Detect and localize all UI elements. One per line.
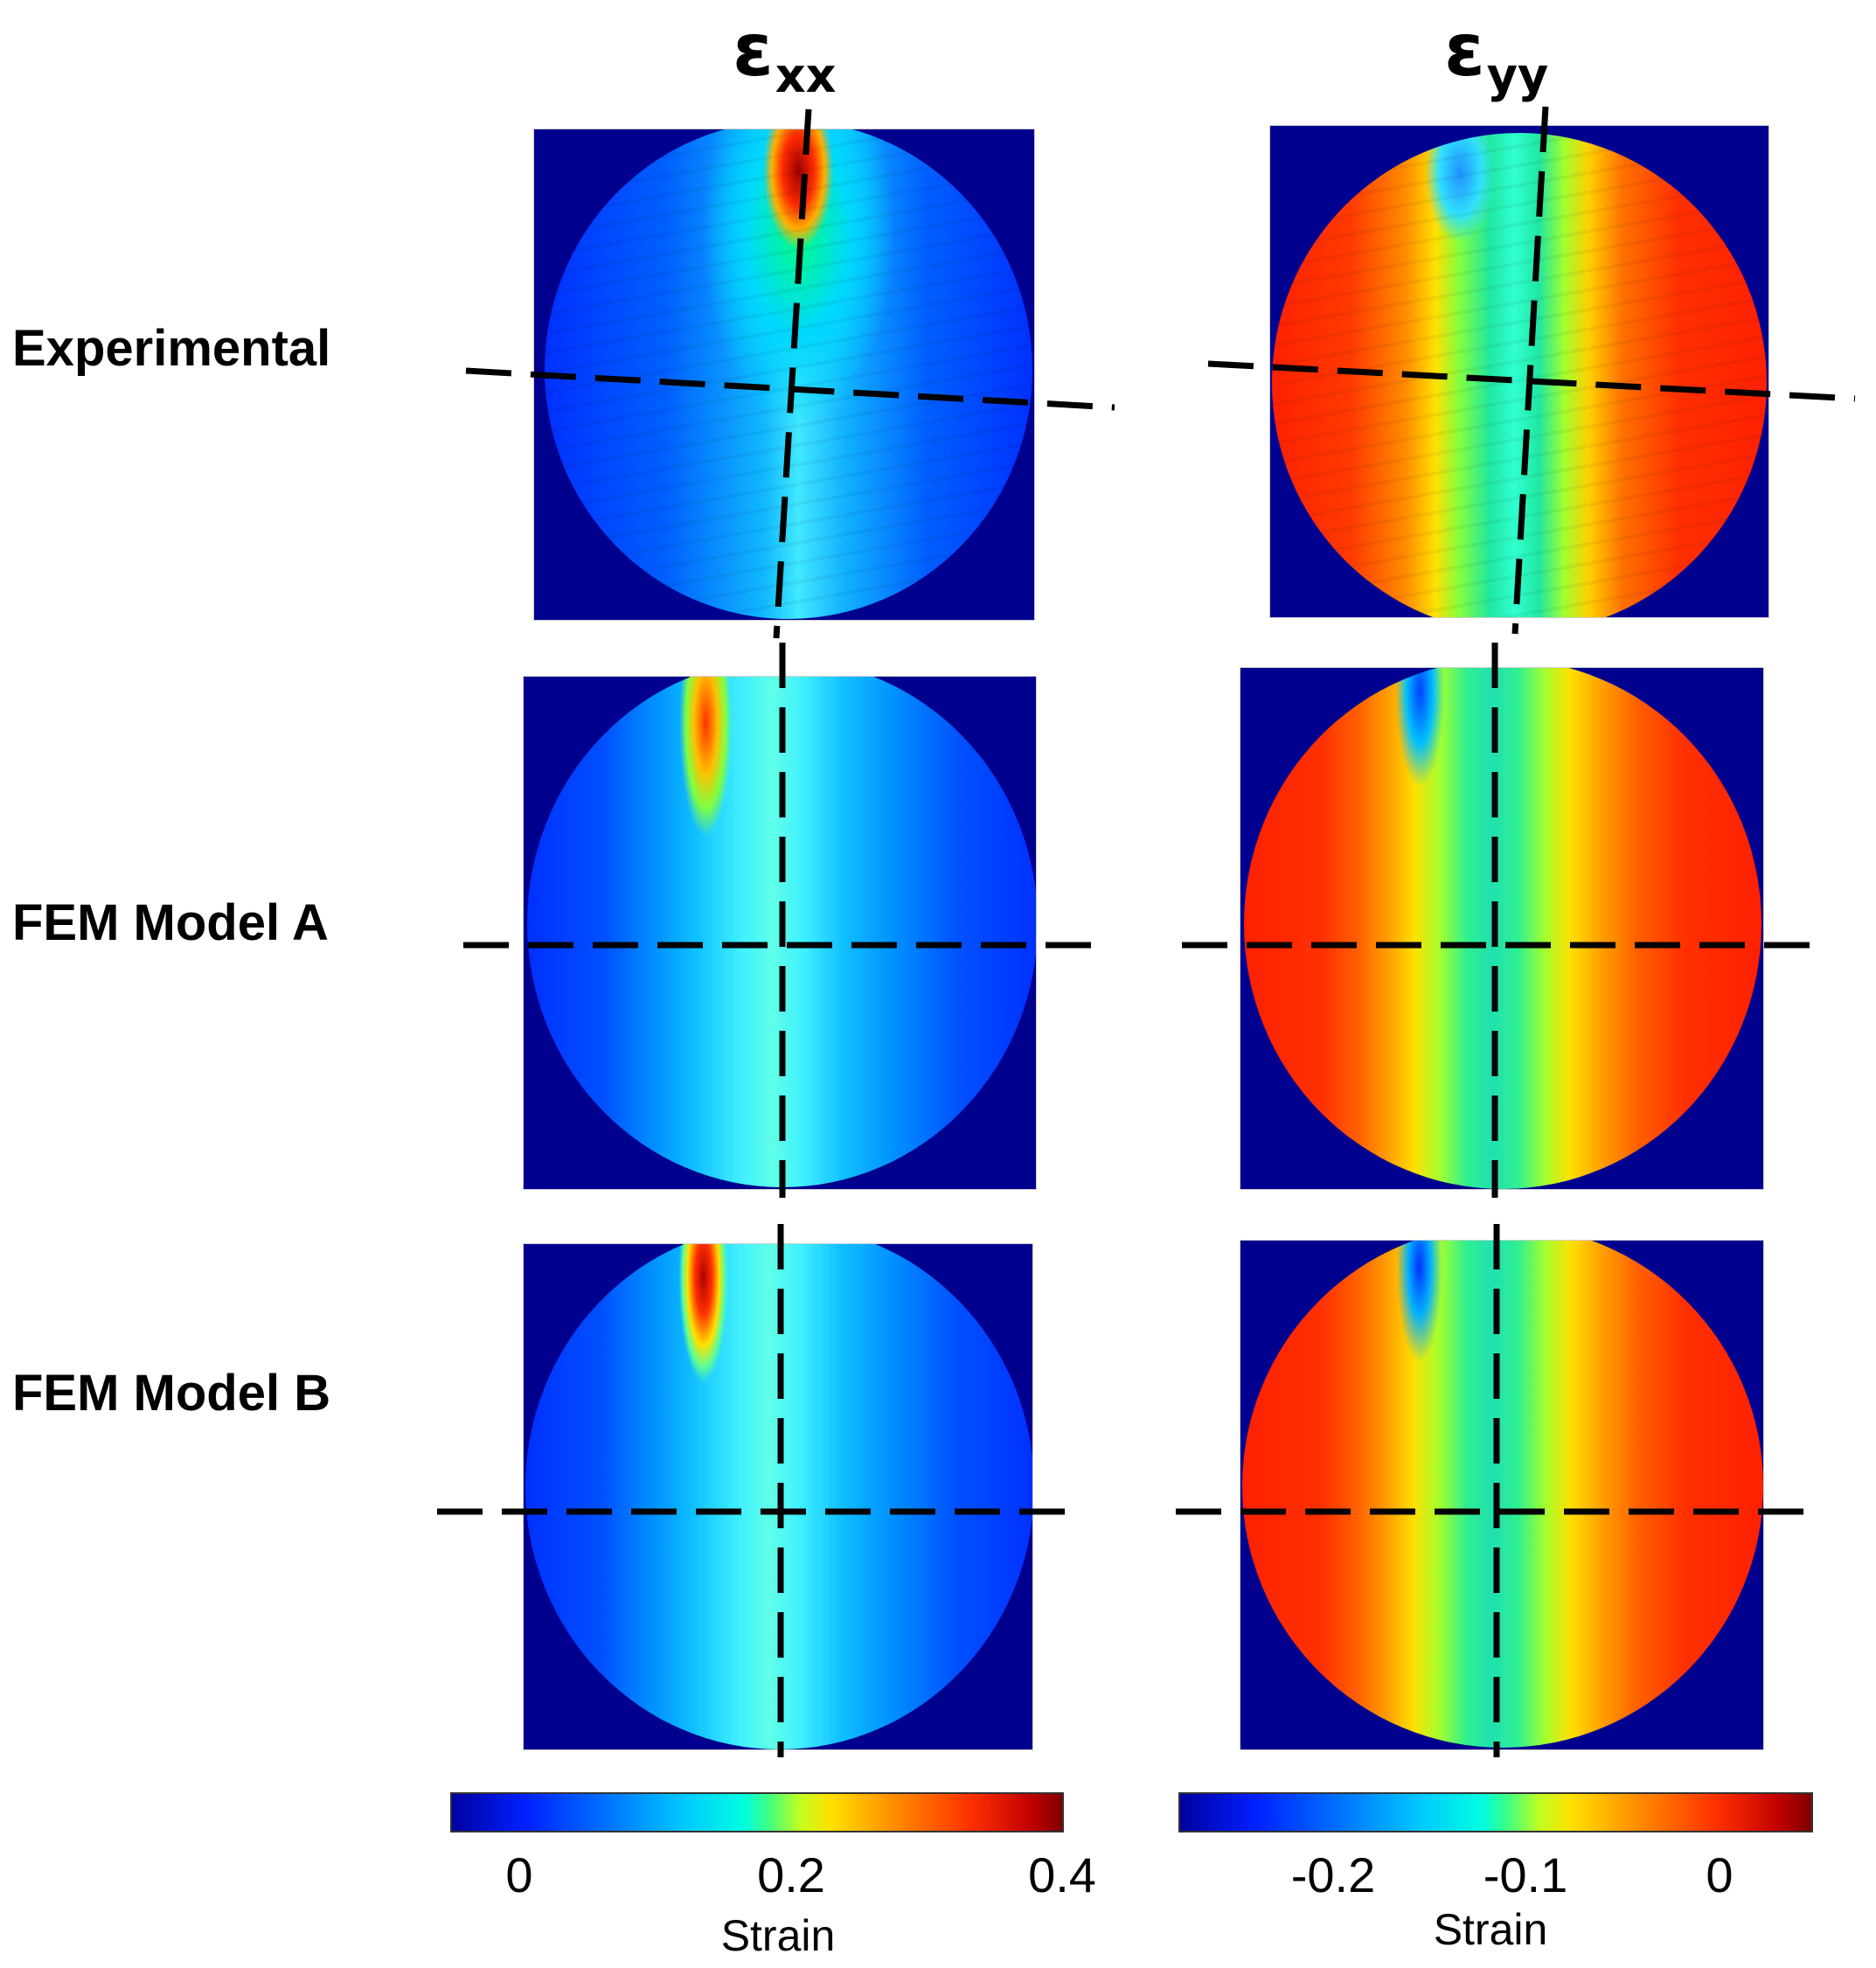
colorbar-eyy-title: Strain [1433,1905,1548,1954]
column-title-eyy: εyy [1444,7,1548,103]
column-title-exx-symbol: ε [733,7,774,93]
panel-experimental-eyy [1269,125,1769,618]
colorbar-exx [450,1792,1064,1832]
guide-exx-vertical-1 [773,108,812,639]
strain-field-fem-b-eyy [1242,1241,1763,1748]
strain-field-experimental-eyy [1272,133,1767,617]
column-title-eyy-subscript: yy [1486,47,1549,103]
row-label-experimental: Experimental [12,320,331,377]
strain-field-experimental-exx [545,129,1032,619]
colorbar-exx-tick-2: 0.4 [1028,1847,1096,1902]
row-label-fem-model-a: FEM Model A [12,894,329,951]
colorbar-eyy-tick-2: 0 [1706,1847,1734,1902]
panel-fem-a-eyy [1240,667,1764,1190]
column-title-eyy-symbol: ε [1444,7,1485,93]
colorbar-eyy-tick-0: -0.2 [1290,1847,1376,1902]
column-title-exx-subscript: xx [775,47,837,103]
colorbar-eyy-tick-1: -0.1 [1483,1847,1568,1902]
column-title-exx: εxx [733,7,836,103]
guide-exx-horizontal-1 [465,367,1115,411]
colorbar-exx-tick-0: 0 [505,1847,533,1902]
colorbar-exx-title: Strain [720,1911,836,1960]
panel-fem-b-eyy [1240,1240,1764,1750]
guide-eyy-vertical-1 [1511,106,1549,635]
row-label-fem-model-b: FEM Model B [12,1365,331,1422]
strain-field-fem-a-eyy [1244,668,1761,1189]
colorbar-eyy [1178,1792,1813,1832]
guide-eyy-horizontal-1 [1207,360,1856,402]
colorbar-exx-tick-1: 0.2 [757,1847,825,1902]
